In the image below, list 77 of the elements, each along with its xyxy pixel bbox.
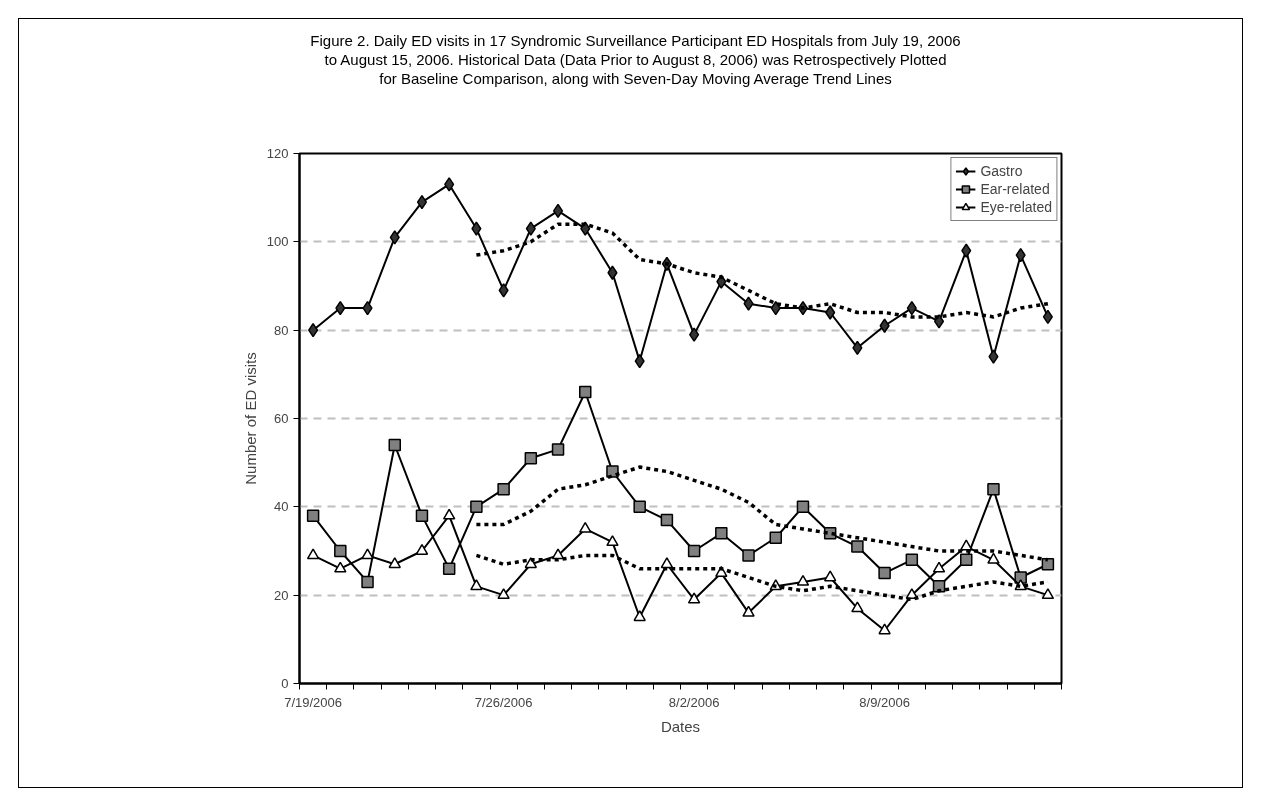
point [660,514,674,527]
point [932,580,946,593]
point [415,509,429,523]
y-tick-label: 20 [274,587,289,603]
point [960,539,973,551]
point [334,561,347,573]
point [444,177,455,192]
point [906,301,917,316]
point [306,509,320,523]
legend-label: Gastro [980,162,1023,181]
point [306,548,320,560]
point [742,549,755,562]
point [633,610,646,622]
point [634,354,645,369]
point [1015,248,1026,263]
y-tick-label: 100 [266,234,289,250]
y-tick-label: 80 [274,322,289,338]
point [878,623,891,635]
x-tick-label: 8/9/2006 [859,694,910,710]
y-tick-label: 40 [274,499,289,515]
point [470,579,483,591]
point [1041,558,1055,571]
point [498,283,509,298]
y-axis-title: Number of ED visits [241,352,259,486]
point [361,575,374,589]
point [932,561,946,573]
point [362,301,373,316]
x-tick-label: 7/19/2006 [284,694,343,710]
point [960,553,973,567]
point [851,540,864,554]
point [388,439,401,452]
legend-label: Eye-related [980,198,1052,217]
point [660,557,674,569]
point [770,301,781,316]
point [715,527,728,540]
point [823,570,837,582]
point [524,452,538,465]
x-tick-label: 7/26/2006 [474,694,533,710]
point [769,531,782,545]
x-axis-title: Dates [660,717,701,735]
point [470,500,483,514]
point [442,562,456,576]
point [633,500,646,514]
point [416,195,428,210]
point [987,483,1000,496]
y-tick-label: 120 [266,146,289,162]
point [389,230,400,245]
point [987,552,1000,565]
point [442,508,456,520]
point [308,323,319,338]
point [552,203,564,219]
point [742,605,755,618]
point [335,301,346,316]
point [878,567,891,580]
legend-label: Ear-related [980,180,1050,199]
point [905,553,919,567]
point [334,545,347,558]
point [415,544,429,556]
x-tick-label: 8/2/2006 [668,694,720,710]
point [497,483,510,496]
point [825,305,836,320]
point [687,592,701,604]
point [388,557,401,569]
point [851,601,864,613]
point [579,522,592,534]
point [606,535,619,547]
point [361,548,374,560]
point [497,588,510,600]
point [579,386,592,399]
y-tick-label: 0 [281,676,289,692]
point [796,575,810,587]
point [551,443,565,456]
point [687,545,701,558]
point [1041,588,1055,600]
point [796,500,810,514]
chart-title: Figure 2. Daily ED visits in 17 Syndromic Surveillance Participant ED Hospitals from July 19, 2006 to August 15, 2006. Historical Data (Data Prior to August 8, 2006) was Retrospectively Plotted for Baseline Comparison, along with Seven-Day Moving Average Trend Lines [310,32,961,89]
y-tick-label: 60 [274,411,289,427]
